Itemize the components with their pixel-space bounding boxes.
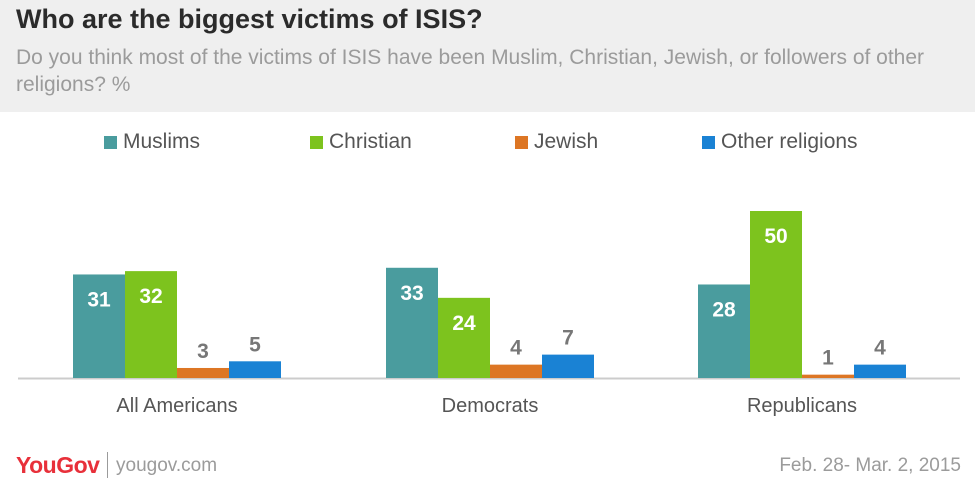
bar-chart: 31 32 3 5 All Americans 33 24 4 7 Democrats 28 50 1 4… — [18, 211, 960, 417]
bar-all-americans-muslims — [73, 274, 125, 378]
bar-republicans-muslims — [698, 284, 750, 378]
footer-site-link[interactable]: yougov.com — [116, 455, 218, 476]
legend: Muslims Christian Jewish Other religions — [0, 126, 975, 158]
data-label-republicans-christian: 50 — [764, 225, 787, 248]
chart-title: Who are the biggest victims of ISIS? — [16, 4, 483, 34]
bar-republicans-jewish — [802, 374, 854, 378]
data-label-democrats-christian: 24 — [452, 312, 476, 335]
bar-republicans-other-religions — [854, 364, 906, 378]
bar-democrats-jewish — [490, 364, 542, 378]
footer-separator — [107, 452, 108, 478]
yougov-logo: YouGov — [16, 452, 100, 478]
legend-label-christian: Christian — [329, 130, 412, 153]
data-label-all-americans-jewish: 3 — [197, 340, 209, 363]
data-label-all-americans-other-religions: 5 — [249, 333, 261, 356]
category-label-all-americans: All Americans — [116, 395, 237, 417]
data-label-republicans-muslims: 28 — [712, 298, 736, 321]
data-label-democrats-jewish: 4 — [510, 337, 522, 360]
category-label-republicans: Republicans — [747, 395, 857, 417]
bar-all-americans-christian — [125, 271, 177, 378]
survey-date: Feb. 28- Mar. 2, 2015 — [779, 455, 961, 476]
bar-all-americans-other-religions — [229, 361, 281, 378]
header: Who are the biggest victims of ISIS? Do … — [0, 0, 975, 112]
data-label-democrats-other-religions: 7 — [562, 327, 574, 350]
legend-item-muslims: Muslims — [104, 126, 200, 158]
bar-republicans-christian — [750, 211, 802, 378]
legend-item-other-religions: Other religions — [702, 126, 858, 158]
data-label-republicans-other-religions: 4 — [874, 337, 886, 360]
legend-item-christian: Christian — [310, 126, 412, 158]
legend-swatch-christian — [310, 135, 323, 149]
legend-swatch-other-religions — [702, 135, 715, 149]
legend-label-other-religions: Other religions — [721, 130, 858, 153]
legend-swatch-jewish — [515, 135, 528, 149]
data-label-democrats-muslims: 33 — [400, 282, 423, 305]
category-label-democrats: Democrats — [442, 395, 539, 417]
legend-label-jewish: Jewish — [534, 130, 599, 153]
legend-item-jewish: Jewish — [515, 126, 598, 158]
data-label-all-americans-christian: 32 — [139, 285, 162, 308]
chart-subtitle: Do you think most of the victims of ISIS… — [16, 46, 925, 96]
data-label-all-americans-muslims: 31 — [87, 288, 111, 311]
bar-democrats-muslims — [386, 267, 438, 378]
bar-democrats-christian — [438, 297, 490, 378]
legend-label-muslims: Muslims — [123, 130, 200, 153]
bar-democrats-other-religions — [542, 354, 594, 378]
data-label-republicans-jewish: 1 — [822, 347, 834, 370]
legend-swatch-muslims — [104, 135, 117, 149]
bar-all-americans-jewish — [177, 367, 229, 378]
